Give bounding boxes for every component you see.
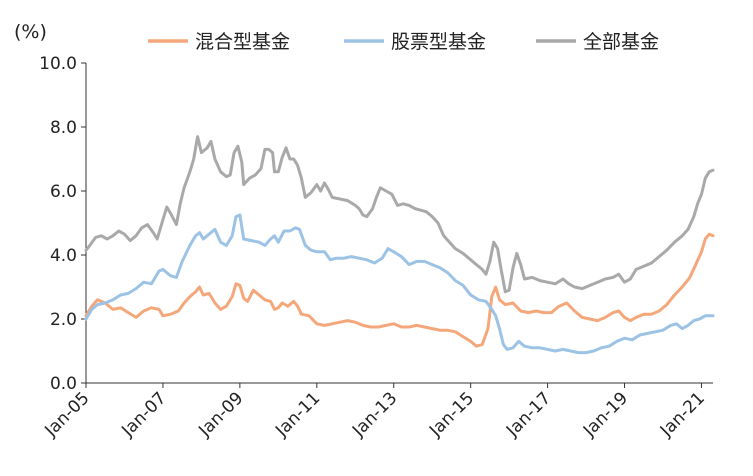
legend-label-1: 混合型基金 bbox=[195, 31, 290, 53]
y-tick-label: 4.0 bbox=[50, 246, 77, 266]
x-tick-label: Jan-17 bbox=[502, 388, 555, 441]
x-tick-label: Jan-19 bbox=[579, 388, 632, 441]
y-unit-label: (%) bbox=[14, 21, 47, 43]
legend-label-3: 全部基金 bbox=[583, 31, 659, 53]
legend-label-2: 股票型基金 bbox=[391, 31, 486, 53]
x-tick-label: Jan-15 bbox=[425, 388, 478, 441]
series-layer bbox=[84, 135, 715, 355]
x-tick-label: Jan-11 bbox=[271, 388, 324, 441]
y-tick-label: 6.0 bbox=[50, 182, 77, 202]
x-tick-label: Jan-21 bbox=[656, 388, 709, 441]
legend: 混合型基金 股票型基金 全部基金 bbox=[148, 31, 659, 53]
x-tick-label: Jan-09 bbox=[194, 388, 247, 441]
series-line-3 bbox=[84, 135, 715, 294]
x-tick-label: Jan-13 bbox=[348, 388, 401, 441]
y-tick-label: 10.0 bbox=[39, 54, 77, 74]
y-axis: 0.0 2.0 4.0 6.0 8.0 10.0 bbox=[39, 54, 87, 394]
x-axis: Jan-05 Jan-07 Jan-09 Jan-11 Jan-13 Jan-15 Jan-… bbox=[41, 382, 713, 441]
series-line-2 bbox=[84, 213, 715, 355]
x-tick-label: Jan-05 bbox=[41, 388, 94, 441]
series-line-1 bbox=[84, 232, 715, 348]
y-tick-label: 2.0 bbox=[50, 310, 77, 330]
x-tick-label: Jan-07 bbox=[117, 388, 170, 441]
y-tick-label: 8.0 bbox=[50, 118, 77, 138]
y-tick-label: 0.0 bbox=[50, 374, 77, 394]
